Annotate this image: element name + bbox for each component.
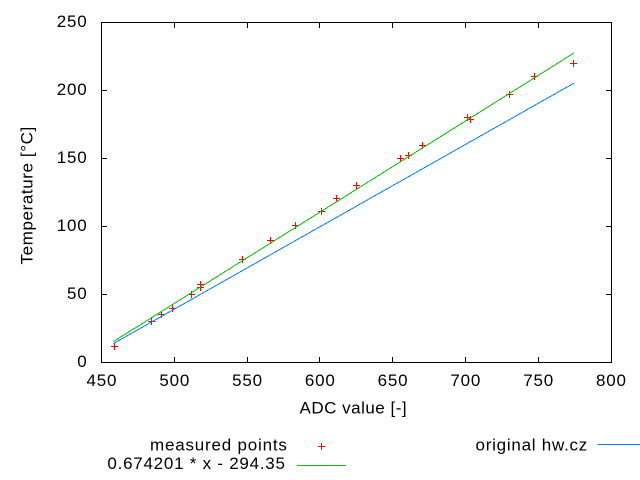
svg-text:750: 750 xyxy=(523,371,554,390)
svg-text:650: 650 xyxy=(378,371,409,390)
svg-text:200: 200 xyxy=(57,80,88,99)
svg-text:550: 550 xyxy=(232,371,263,390)
svg-text:0.674201 * x - 294.35: 0.674201 * x - 294.35 xyxy=(107,454,285,473)
svg-text:250: 250 xyxy=(57,12,88,31)
svg-text:150: 150 xyxy=(57,148,88,167)
svg-text:original hw.cz: original hw.cz xyxy=(476,436,589,455)
svg-text:450: 450 xyxy=(87,371,118,390)
svg-text:100: 100 xyxy=(57,216,88,235)
svg-text:measured points: measured points xyxy=(150,436,288,455)
svg-text:0: 0 xyxy=(77,352,87,371)
svg-text:800: 800 xyxy=(596,371,627,390)
svg-text:700: 700 xyxy=(450,371,481,390)
svg-text:50: 50 xyxy=(67,284,88,303)
svg-text:Temperature [°C]: Temperature [°C] xyxy=(18,126,37,264)
svg-text:600: 600 xyxy=(305,371,336,390)
svg-text:ADC value [-]: ADC value [-] xyxy=(300,399,408,418)
svg-text:500: 500 xyxy=(159,371,190,390)
